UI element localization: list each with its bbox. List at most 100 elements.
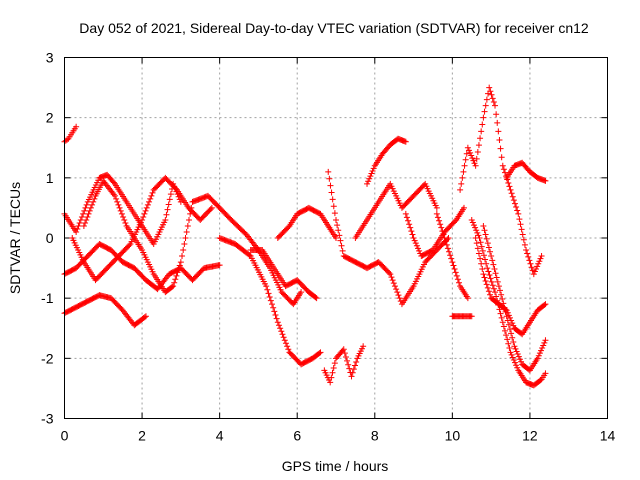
series-track-8 xyxy=(274,204,339,241)
data-point-marker xyxy=(503,307,510,314)
data-point-marker xyxy=(176,262,183,269)
data-point-marker xyxy=(334,222,341,229)
data-point-marker xyxy=(505,321,512,328)
data-point-marker xyxy=(142,207,149,214)
data-point-marker xyxy=(86,207,93,214)
data-point-marker xyxy=(186,216,193,223)
x-axis-label: GPS time / hours xyxy=(282,458,389,474)
data-point-marker xyxy=(285,346,292,353)
data-point-marker xyxy=(447,252,454,259)
data-point-marker xyxy=(78,213,85,220)
data-point-marker xyxy=(434,214,441,221)
data-point-marker xyxy=(83,201,90,208)
data-point-marker xyxy=(443,241,450,248)
data-point-marker xyxy=(163,211,170,218)
data-point-marker xyxy=(469,219,476,226)
data-point-marker xyxy=(345,361,352,368)
data-point-marker xyxy=(327,182,334,189)
data-point-marker xyxy=(337,237,344,244)
series-track-18 xyxy=(503,159,549,184)
data-point-marker xyxy=(486,271,493,278)
data-point-marker xyxy=(515,353,522,360)
data-point-marker xyxy=(174,269,181,276)
data-point-marker xyxy=(406,221,413,228)
data-point-marker xyxy=(501,327,508,334)
data-points xyxy=(61,84,549,389)
data-point-marker xyxy=(461,162,468,169)
data-point-marker xyxy=(487,88,494,95)
data-point-marker xyxy=(208,204,215,211)
data-point-marker xyxy=(122,219,129,226)
data-point-marker xyxy=(339,247,346,254)
data-point-marker xyxy=(338,242,345,249)
data-point-marker xyxy=(146,198,153,205)
plot-frame xyxy=(64,57,608,419)
data-point-marker xyxy=(265,290,272,297)
data-point-marker xyxy=(403,214,410,221)
data-point-marker xyxy=(141,210,148,217)
data-point-marker xyxy=(350,366,357,373)
data-point-marker xyxy=(534,355,541,362)
data-point-marker xyxy=(390,280,397,287)
series-track-15 xyxy=(433,210,471,302)
x-tick-label: 0 xyxy=(61,428,69,444)
data-point-marker xyxy=(279,331,286,338)
data-point-marker xyxy=(216,262,223,269)
data-point-marker xyxy=(340,346,347,353)
data-point-marker xyxy=(81,207,88,214)
data-point-marker xyxy=(480,222,487,229)
y-tick-label: -1 xyxy=(41,290,54,306)
data-point-marker xyxy=(111,192,118,199)
data-point-marker xyxy=(506,183,513,190)
data-point-marker xyxy=(502,306,509,313)
data-point-marker xyxy=(484,284,491,291)
data-point-marker xyxy=(177,259,184,266)
data-point-marker xyxy=(446,248,453,255)
data-point-marker xyxy=(468,216,475,223)
data-point-marker xyxy=(480,271,487,278)
data-point-marker xyxy=(82,204,89,211)
data-point-marker xyxy=(388,274,395,281)
data-point-marker xyxy=(475,232,482,239)
data-point-marker xyxy=(472,162,479,169)
data-point-marker xyxy=(540,342,547,349)
data-point-marker xyxy=(82,219,89,226)
data-point-marker xyxy=(481,227,488,234)
series-track-20 xyxy=(468,216,549,389)
series-track-19 xyxy=(480,222,549,374)
data-point-marker xyxy=(330,364,337,371)
data-point-marker xyxy=(360,343,367,350)
data-point-marker xyxy=(115,201,122,208)
data-point-marker xyxy=(542,301,549,308)
series-track-10 xyxy=(321,343,367,386)
data-point-marker xyxy=(409,231,416,238)
data-point-marker xyxy=(470,222,477,229)
data-point-marker xyxy=(441,235,448,241)
data-point-marker xyxy=(537,255,544,262)
data-point-marker xyxy=(454,276,461,283)
data-point-marker xyxy=(541,339,548,346)
data-point-marker xyxy=(117,207,124,214)
data-point-marker xyxy=(489,257,496,264)
data-point-marker xyxy=(408,228,415,235)
data-point-marker xyxy=(328,189,335,196)
data-point-marker xyxy=(485,244,492,251)
x-tick-label: 2 xyxy=(138,428,146,444)
data-point-marker xyxy=(497,287,504,294)
data-point-marker xyxy=(488,91,495,98)
data-point-marker xyxy=(353,358,360,365)
data-point-marker xyxy=(118,210,125,217)
data-point-marker xyxy=(313,295,320,302)
data-point-marker xyxy=(365,178,372,185)
data-point-marker xyxy=(275,322,282,329)
data-point-marker xyxy=(329,369,336,376)
data-point-marker xyxy=(488,278,495,285)
data-point-marker xyxy=(87,204,94,211)
series-track-11 xyxy=(325,168,452,308)
data-point-marker xyxy=(166,196,173,203)
data-point-marker xyxy=(64,136,71,143)
data-point-marker xyxy=(391,283,398,290)
data-point-marker xyxy=(120,213,127,220)
data-point-marker xyxy=(180,247,187,254)
data-point-marker xyxy=(172,276,179,283)
